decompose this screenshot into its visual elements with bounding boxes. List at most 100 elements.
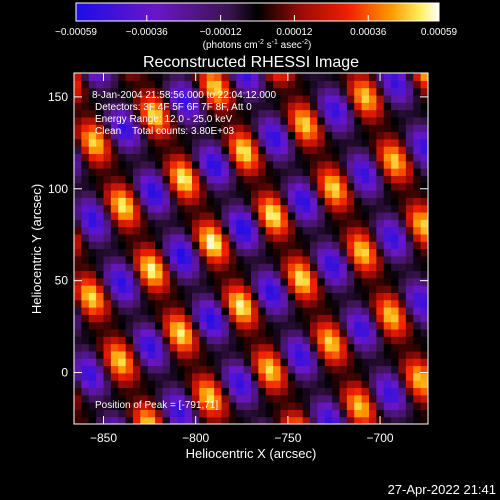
heatmap-cell — [317, 241, 326, 250]
heatmap-cell — [398, 175, 407, 184]
heatmap-cell — [88, 131, 97, 140]
heatmap-cell — [236, 73, 245, 81]
heatmap-cell — [110, 102, 119, 111]
heatmap-cell — [251, 328, 259, 337]
heatmap-cell — [81, 372, 90, 381]
heatmap-cell — [324, 190, 333, 198]
heatmap-cell — [177, 80, 186, 89]
heatmap-cell — [413, 138, 422, 147]
heatmap-cell — [162, 219, 171, 228]
heatmap-cell — [236, 116, 245, 125]
heatmap-cell — [324, 394, 333, 403]
heatmap-cell — [206, 350, 215, 359]
heatmap-cell — [125, 409, 134, 418]
heatmap-cell — [236, 387, 245, 396]
heatmap-cell — [413, 116, 422, 125]
heatmap-cell — [251, 321, 259, 330]
heatmap-cell — [206, 402, 215, 410]
heatmap-cell — [199, 197, 208, 206]
heatmap-cell — [236, 124, 245, 133]
heatmap-cell — [103, 204, 112, 213]
heatmap-cell — [295, 182, 304, 191]
heatmap-cell — [405, 102, 414, 111]
heatmap-cell — [236, 233, 245, 242]
heatmap-cell — [155, 387, 164, 396]
heatmap-cell — [177, 248, 186, 257]
heatmap-cell — [88, 204, 97, 213]
heatmap-cell — [169, 160, 178, 169]
heatmap-cell — [243, 153, 252, 162]
heatmap-cell — [361, 109, 370, 118]
heatmap-cell — [346, 153, 355, 162]
heatmap-cell — [140, 102, 149, 111]
heatmap-cell — [376, 387, 385, 396]
heatmap-cell — [133, 182, 141, 191]
heatmap-cell — [199, 190, 208, 198]
heatmap-cell — [103, 248, 112, 257]
heatmap-cell — [258, 153, 267, 162]
heatmap-cell — [405, 153, 414, 162]
heatmap-cell — [398, 358, 407, 367]
heatmap-cell — [420, 226, 428, 235]
heatmap-cell — [265, 321, 274, 330]
heatmap-cell — [199, 285, 208, 293]
heatmap-cell — [96, 102, 105, 111]
heatmap-cell — [228, 94, 237, 103]
heatmap-cell — [310, 248, 318, 257]
heatmap-cell — [273, 233, 282, 242]
heatmap-cell — [155, 307, 164, 315]
heatmap-cell — [147, 402, 156, 410]
heatmap-cell — [302, 241, 311, 250]
heatmap-cell — [147, 365, 156, 374]
heatmap-cell — [391, 94, 400, 103]
heatmap-cell — [332, 409, 341, 418]
heatmap-cell — [339, 204, 348, 213]
heatmap-cell — [88, 292, 97, 301]
heatmap-cell — [103, 277, 112, 286]
heatmap-cell — [184, 197, 193, 206]
heatmap-cell — [155, 263, 164, 272]
heatmap-cell — [118, 226, 127, 235]
heatmap-cell — [361, 314, 370, 323]
heatmap-cell — [74, 160, 82, 169]
heatmap-cell — [110, 153, 119, 162]
heatmap-cell — [192, 168, 200, 176]
heatmap-cell — [251, 226, 259, 235]
heatmap-cell — [405, 365, 414, 374]
heatmap-cell — [258, 94, 267, 103]
heatmap-cell — [310, 146, 318, 155]
heatmap-cell — [251, 314, 259, 323]
heatmap-cell — [287, 233, 296, 242]
heatmap-cell — [125, 358, 134, 367]
heatmap-cell — [140, 109, 149, 118]
heatmap-cell — [354, 263, 363, 272]
heatmap-cell — [280, 94, 289, 103]
heatmap-cell — [74, 80, 82, 89]
heatmap-cell — [302, 343, 311, 352]
heatmap-cell — [96, 73, 105, 81]
heatmap-cell — [398, 87, 407, 96]
heatmap-cell — [280, 350, 289, 359]
heatmap-cell — [133, 87, 141, 96]
heatmap-cell — [369, 124, 377, 133]
heatmap-cell — [88, 241, 97, 250]
heatmap-cell — [265, 94, 274, 103]
heatmap-cell — [376, 131, 385, 140]
heatmap-cell — [125, 131, 134, 140]
heatmap-cell — [74, 248, 82, 257]
heatmap-cell — [155, 94, 164, 103]
heatmap-cell — [273, 80, 282, 89]
heatmap-cell — [133, 197, 141, 206]
heatmap-cell — [273, 87, 282, 96]
heatmap-cell — [236, 270, 245, 279]
heatmap-cell — [280, 241, 289, 250]
heatmap-cell — [162, 343, 171, 352]
heatmap-cell — [125, 182, 134, 191]
heatmap-cell — [199, 387, 208, 396]
heatmap-cell — [391, 87, 400, 96]
heatmap-cell — [96, 328, 105, 337]
heatmap-cell — [228, 124, 237, 133]
heatmap-cell — [177, 73, 186, 81]
heatmap-cell — [332, 116, 341, 125]
